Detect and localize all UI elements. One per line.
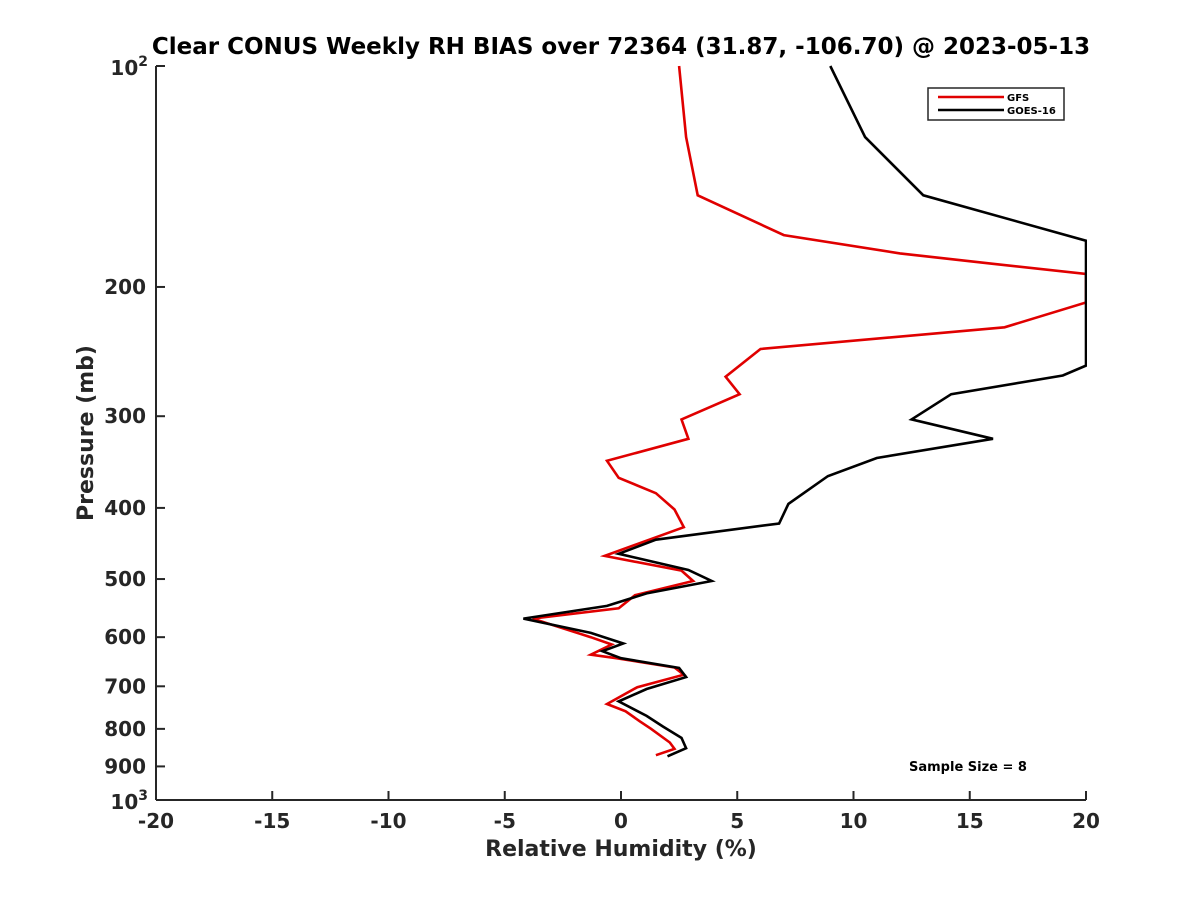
x-tick-label: -15 [254, 809, 290, 833]
y-tick-label: 300 [104, 404, 146, 428]
x-axis-title: Relative Humidity (%) [485, 837, 757, 862]
x-tick-label: -20 [138, 809, 174, 833]
x-tick-label: 15 [956, 809, 984, 833]
sample-size-annotation: Sample Size = 8 [909, 760, 1027, 775]
x-tick-label: 0 [614, 809, 628, 833]
legend-label: GOES-16 [1007, 106, 1056, 117]
x-tick-label: -10 [370, 809, 406, 833]
y-tick-label: 400 [104, 496, 146, 520]
y-tick-label: 600 [104, 625, 146, 649]
x-tick-label: 20 [1072, 809, 1100, 833]
series-line-goes-16 [523, 65, 1087, 758]
axes [155, 66, 1086, 801]
series-line-gfs [532, 65, 1087, 757]
y-tick-label: 102 [110, 54, 148, 80]
legend-box [927, 87, 1065, 121]
x-tick-label: 5 [730, 809, 744, 833]
chart-title: Clear CONUS Weekly RH BIAS over 72364 (3… [152, 34, 1090, 60]
y-axis-ticks: 102 200 300 400 500 600 700 800 900 103 [104, 54, 165, 814]
y-tick-label: 500 [104, 567, 146, 591]
x-axis-ticks: -20 -15 -10 -5 0 5 10 15 20 [138, 791, 1100, 833]
y-axis-title: Pressure (mb) [74, 345, 99, 521]
y-tick-label: 800 [104, 717, 146, 741]
y-tick-label: 700 [104, 674, 146, 698]
legend-label: GFS [1007, 93, 1029, 104]
y-tick-label: 103 [110, 788, 148, 814]
y-tick-label: 200 [104, 275, 146, 299]
legend: GFS GOES-16 [927, 87, 1065, 121]
y-tick-label: 900 [104, 754, 146, 778]
x-tick-label: 10 [840, 809, 868, 833]
series-layer [523, 65, 1087, 758]
x-tick-label: -5 [494, 809, 516, 833]
